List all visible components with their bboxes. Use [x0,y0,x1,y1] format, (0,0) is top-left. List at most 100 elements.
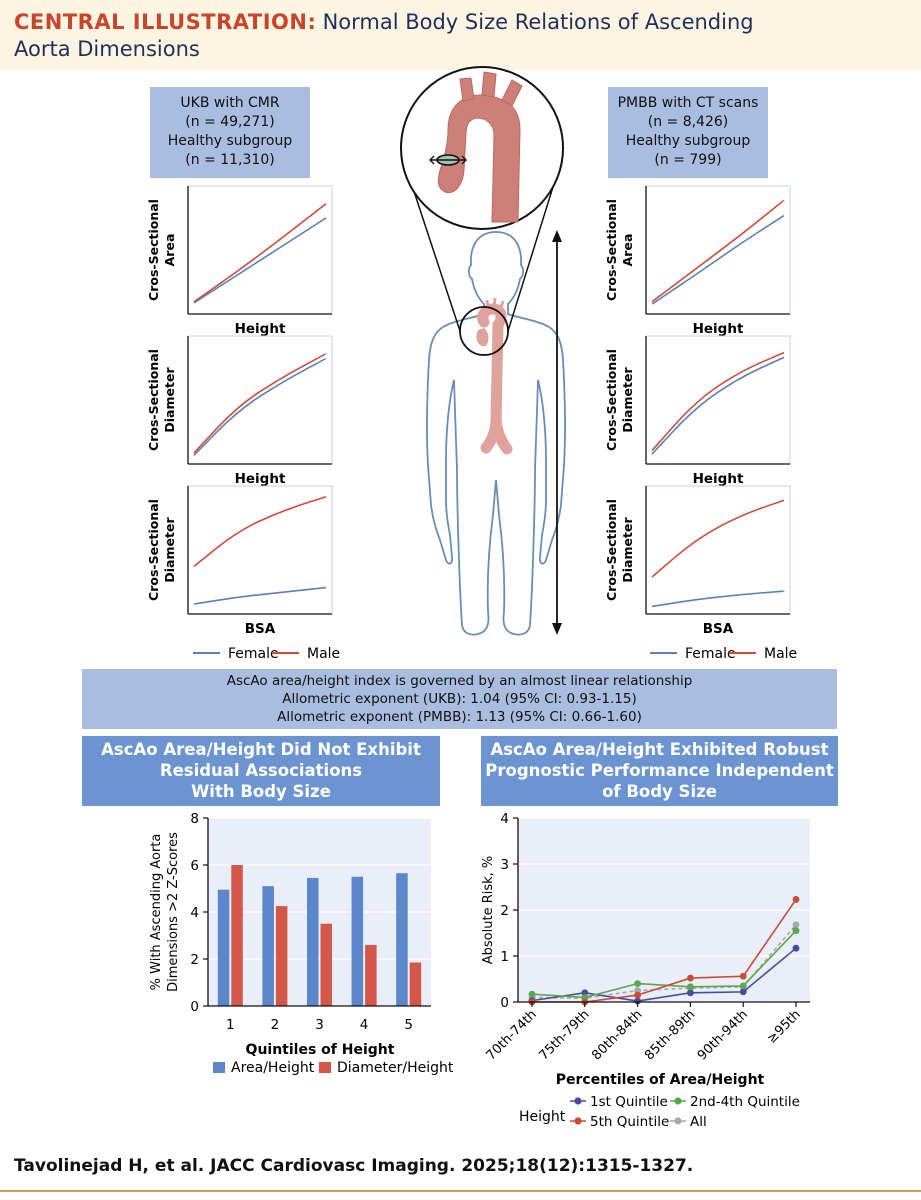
legend-female-label: Female [228,646,279,662]
bar-area-height-3 [307,877,319,1006]
risk-point [792,921,800,929]
legend-male-label: Male [307,646,340,662]
chart-xlabel: Height [693,471,744,487]
risk-xtick-label: ≥95th [764,1007,803,1046]
bar-area-height-5 [396,873,408,1006]
risk-xlabel: Percentiles of Area/Height [556,1072,765,1088]
risk-point [792,896,800,903]
risk-legend-swatch-dot [674,1117,682,1125]
cohort-pmbb-line-1: PMBB with CT scans [617,95,759,111]
series-line-female [651,356,785,455]
cohort-pmbb-line-4: (n = 799) [654,152,722,168]
cohort-ukb-line-3: Healthy subgroup [167,133,293,149]
risk-legend-swatch-dot [574,1117,582,1125]
chart-frame [645,335,791,465]
chart-ylabel-line-1: Cros-Sectional [146,349,161,451]
chart-ylabel-line-2: Diameter [620,367,635,433]
chart-ylabel-line-1: Cros-Sectional [604,499,619,601]
bar-diameter-height-1 [231,865,243,1006]
series-line-female [651,590,785,608]
chart-xlabel: Height [693,321,744,337]
cohort-pmbb-line-2: (n = 8,426) [647,114,729,130]
bar-area-height-2 [262,886,274,1006]
chart-ylabel-line-1: Cros-Sectional [604,199,619,301]
risk-point [634,997,641,1005]
title-line-1: Normal Body Size Relations of Ascending [322,10,754,34]
summary-line-2: Allometric exponent (UKB): 1.04 (95% CI:… [282,691,637,707]
chart-xlabel: Height [235,471,286,487]
left-header-line-3: With Body Size [191,782,331,801]
risk-point [792,927,800,935]
cohort-pmbb-line-3: Healthy subgroup [625,133,751,149]
body-aorta [477,303,513,455]
bar-xtick-label: 4 [360,1017,369,1033]
risk-xtick-label: 90th-94th [695,1007,751,1063]
chart-frame [187,185,333,315]
risk-legend-title: Height [519,1109,566,1125]
risk-point [739,972,747,980]
schematic-chart-left-1: Height Cros-Sectional Area [146,185,333,337]
risk-legend-label: 1st Quintile [590,1094,668,1110]
risk-point [528,990,536,998]
risk-point [792,944,800,952]
aorta-zoom-branches [459,71,523,107]
legend-male-label: Male [764,646,797,662]
risk-chart: 0 1 2 3 4 70th-74th75th-79th80th-84th85th-89… [481,811,810,1130]
arrow-head-down [552,623,562,635]
left-header-line-2: Residual Associations [159,761,363,780]
risk-legend-item: 1st Quintile [570,1094,668,1110]
legend-area-height-label: Area/Height [231,1060,315,1076]
series-line-male [193,495,327,567]
series-line-female [651,214,785,305]
chart-xlabel: BSA [703,621,734,637]
risk-point [739,988,747,996]
citation: Tavolinejad H, et al. JACC Cardiovasc Im… [14,1156,694,1176]
page-title: CENTRAL ILLUSTRATION: Normal Body Size R… [14,9,904,63]
risk-ytick-label: 1 [500,949,509,965]
summary-line-3: Allometric exponent (PMBB): 1.13 (95% CI… [277,709,642,725]
body-illustration [400,66,566,636]
risk-point [634,980,641,987]
bar-xtick-label: 3 [315,1017,324,1033]
legend-area-height-swatch [213,1062,225,1073]
body-aorta-root [476,328,489,347]
bar-area-height-1 [217,889,230,1006]
chart-ylabel-line-2: Area [162,234,177,267]
schematic-chart-right-2: Height Cros-Sectional Diameter [604,335,791,487]
risk-ytick-label: 3 [500,857,509,873]
risk-xtick-label: 85th-89th [642,1007,698,1063]
title-label: CENTRAL ILLUSTRATION [14,10,308,34]
bar-diameter-height-4 [365,944,377,1006]
series-line-male [651,199,785,303]
risk-line-2nd-4th-quintile [531,930,797,999]
right-panel-header: AscAo Area/Height Exhibited Robust Progn… [481,736,838,806]
arrow-head-up [552,230,562,242]
right-header-line-2: Prognostic Performance Independent [485,761,834,780]
risk-legend-item: 5th Quintile [570,1114,669,1130]
lower-charts: 0 2 4 6 8 1 2 3 4 5 % With Ascending Aorta Dimen… [149,811,810,1130]
chart-ylabel-line-1: Cros-Sectional [604,349,619,451]
chart-ylabel-line-2: Diameter [620,517,635,583]
legend-diameter-height-swatch [319,1062,331,1073]
risk-ytick-label: 2 [500,903,509,919]
chart-xlabel: BSA [245,621,276,637]
schematic-chart-right-3: BSA Cros-Sectional Diameter [604,485,791,637]
bar-xtick-label: 1 [226,1017,235,1033]
series-line-male [651,351,785,452]
left-panel-header: AscAo Area/Height Did Not Exhibit Residu… [82,736,440,806]
bar-ytick-label: 6 [190,858,199,874]
left-header-line-1: AscAo Area/Height Did Not Exhibit [101,740,421,759]
legend-diameter-height-label: Diameter/Height [337,1060,454,1076]
cohort-box-ukb: UKB with CMR (n = 49,271) Healthy subgro… [150,87,310,178]
chart-ylabel-line-2: Area [620,234,635,267]
body-aorta-branches [485,297,505,313]
risk-legend-label: 2nd-4th Quintile [690,1094,800,1110]
series-line-male [193,353,327,454]
legend-right: Female Male [650,646,797,662]
bar-xtick-label: 5 [404,1017,413,1033]
chart-xlabel: Height [235,321,286,337]
risk-point [687,989,694,997]
risk-legend-swatch-dot [674,1097,682,1105]
risk-ylabel: Absolute Risk, % [481,856,496,965]
chart-ylabel-line-1: Cros-Sectional [146,499,161,601]
